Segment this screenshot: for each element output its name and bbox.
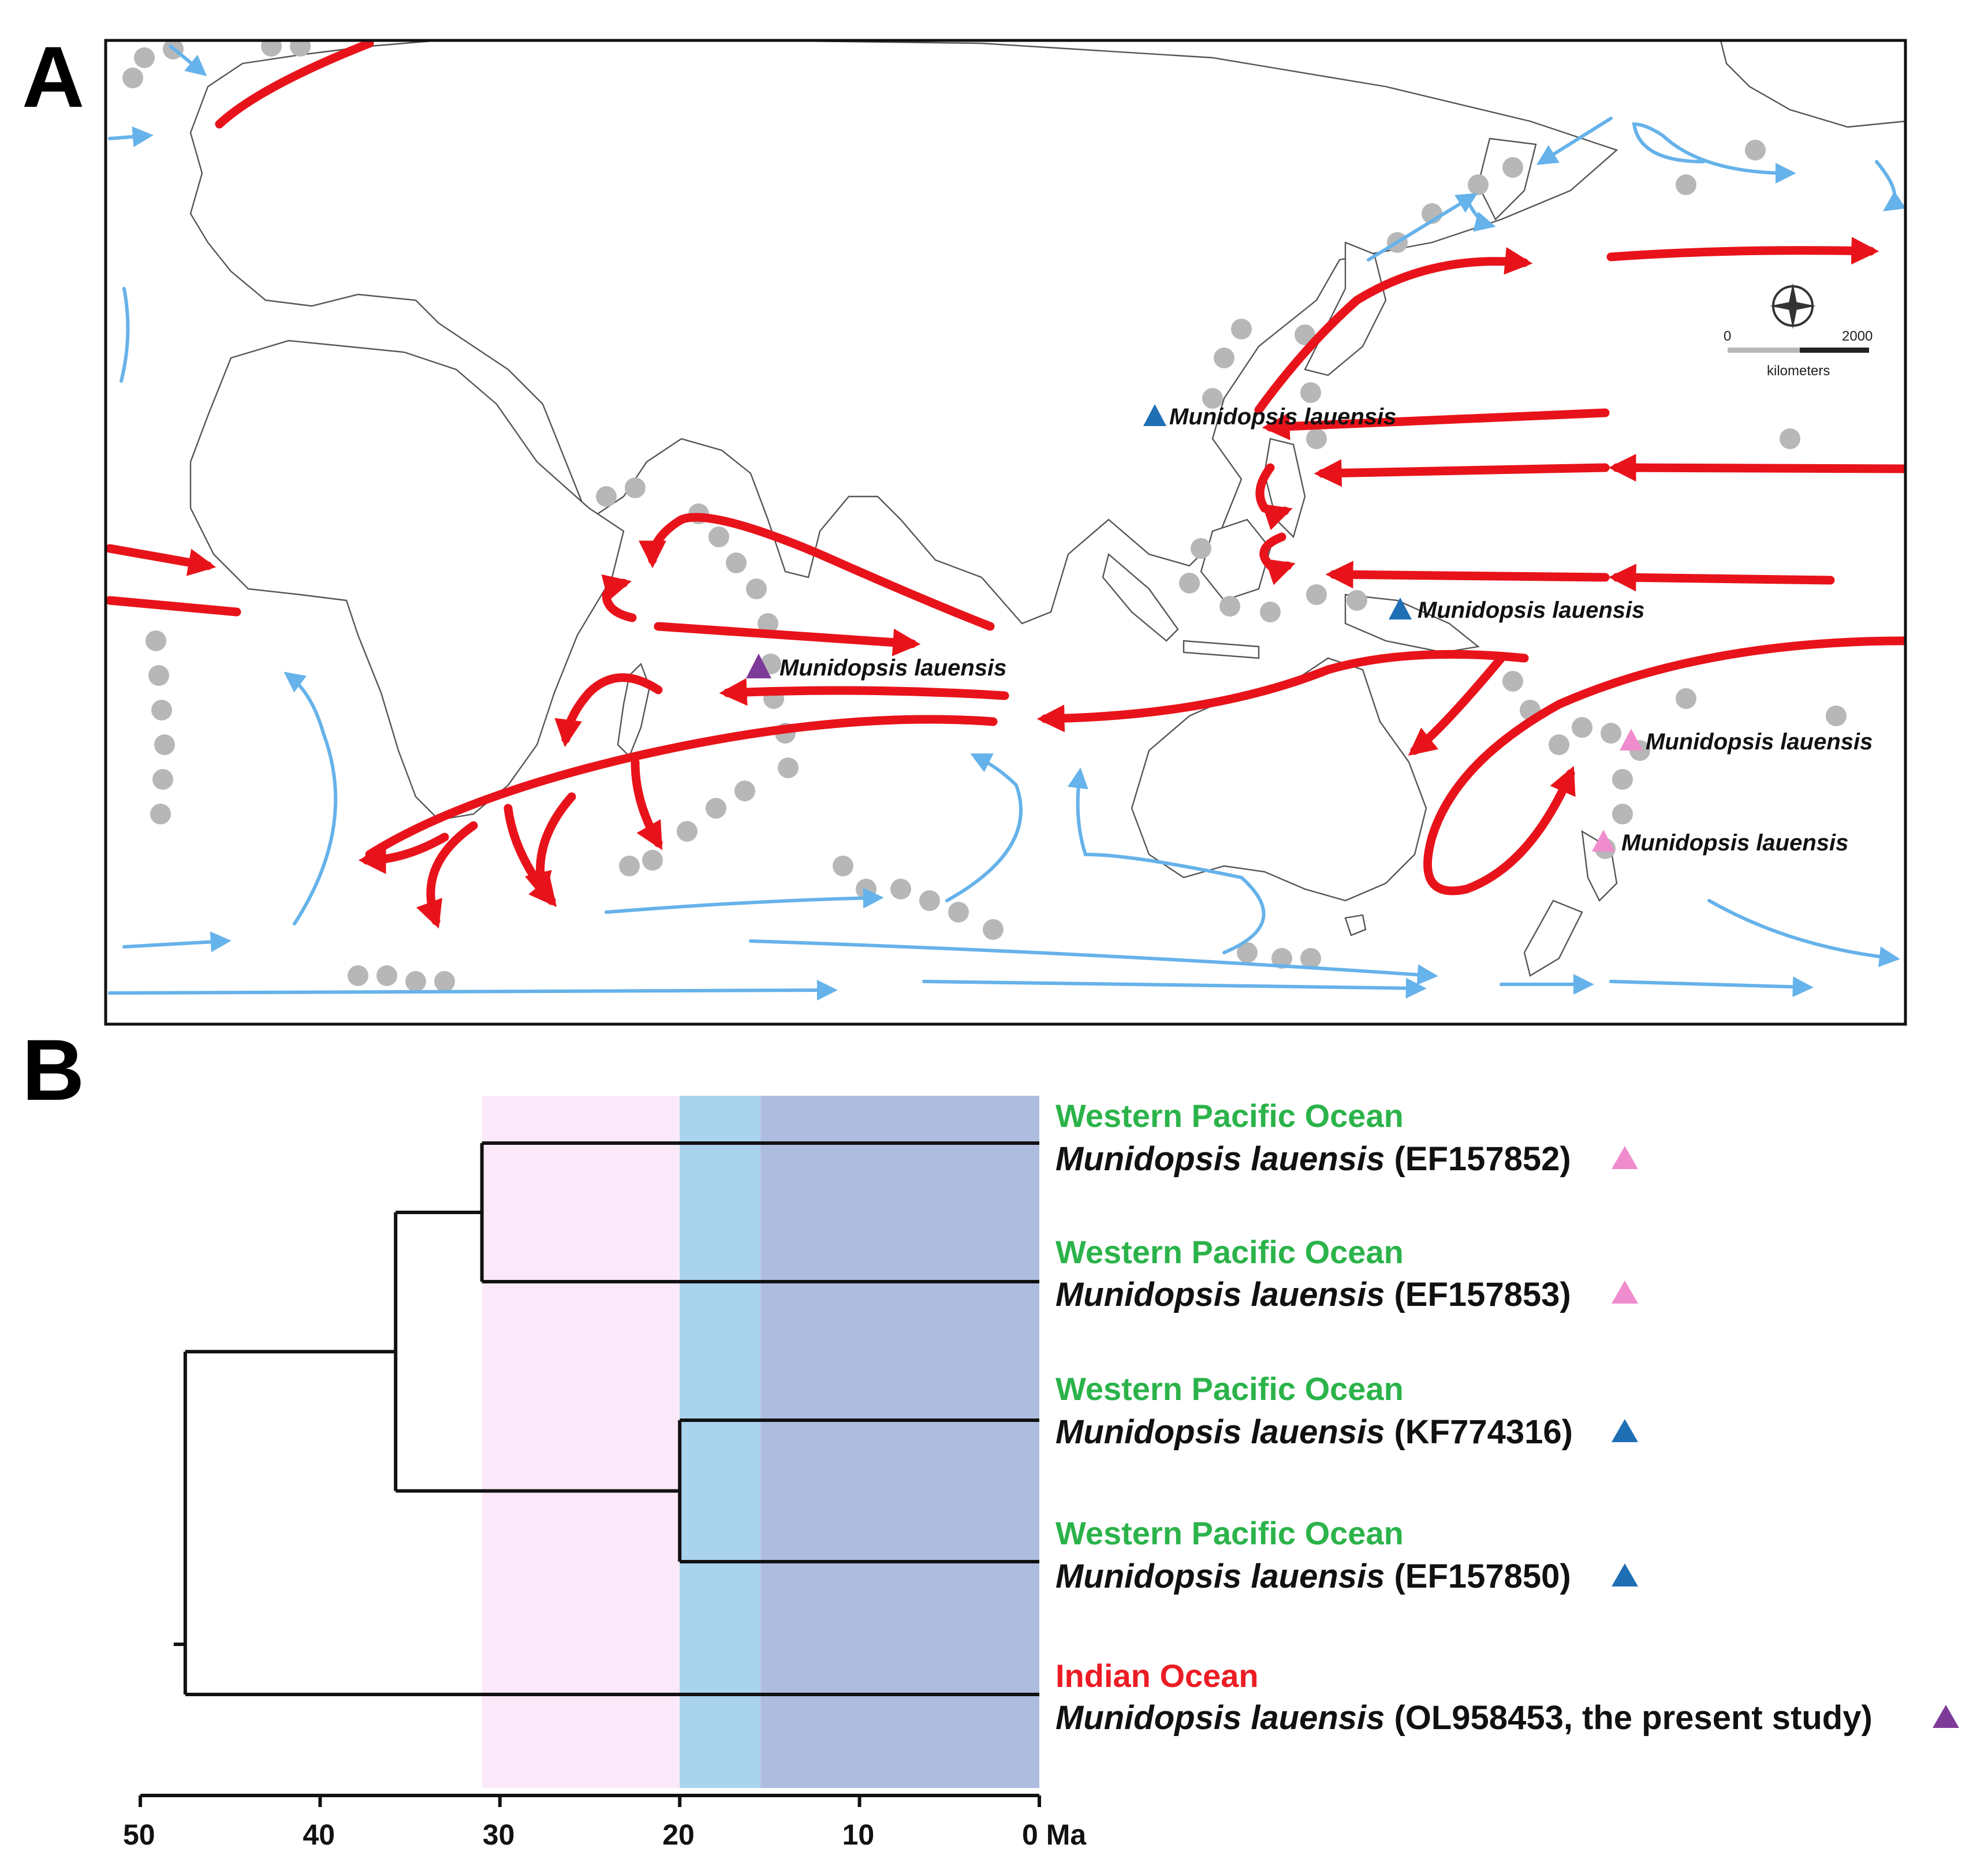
tip-marker-triangle <box>1612 1419 1638 1442</box>
axis-tick-label: 10 <box>842 1819 875 1851</box>
locality-triangle <box>1143 404 1166 426</box>
tip-accession: (EF157853) <box>1394 1276 1571 1313</box>
locality-markers: Munidopsis lauensis Munidopsis lauensis … <box>746 404 1873 856</box>
europe-asia-landmass <box>189 40 1618 625</box>
scale-bar-unit: kilometers <box>1767 363 1830 379</box>
tip-marker-triangle <box>1612 1563 1638 1586</box>
locality-kermadec-south: Munidopsis lauensis <box>1592 830 1848 856</box>
locality-triangle <box>1389 598 1412 619</box>
compass-rose-icon <box>1770 283 1816 329</box>
locality-east-china-sea: Munidopsis lauensis <box>1143 404 1396 430</box>
locality-label: Munidopsis lauensis <box>1418 598 1644 623</box>
tip-marker-triangle <box>1933 1705 1959 1728</box>
tip-species: Munidopsis lauensis <box>1055 1558 1385 1595</box>
tip-ocean-label: Western Pacific Ocean <box>1055 1371 1404 1407</box>
tree-tips: Western Pacific Ocean Munidopsis lauensi… <box>1055 1097 1959 1737</box>
axis-tick-label: 40 <box>303 1819 335 1851</box>
tip-accession: (KF774316) <box>1394 1413 1572 1451</box>
tip-ocean-label: Western Pacific Ocean <box>1055 1515 1404 1551</box>
time-bands <box>482 1096 1039 1788</box>
scale-bar: 0 2000 kilometers <box>1724 328 1873 379</box>
tip-species: Munidopsis lauensis <box>1055 1276 1385 1313</box>
map-frame <box>104 39 1907 1026</box>
cold-currents <box>108 44 1905 1001</box>
panel-a-label: A <box>22 28 84 125</box>
locality-triangle <box>1620 729 1643 751</box>
locality-indian-ocean: Munidopsis lauensis <box>746 654 1006 681</box>
tip-accession: (EF157852) <box>1394 1140 1571 1178</box>
axis-tick-label: 0 Ma <box>1022 1819 1087 1851</box>
tip-accession: (OL958453, the present study) <box>1394 1699 1872 1737</box>
locality-triangle <box>1592 830 1615 852</box>
tip-ef157852: Western Pacific Ocean Munidopsis lauensi… <box>1055 1097 1638 1178</box>
locality-new-guinea: Munidopsis lauensis <box>1389 598 1644 623</box>
tip-taxon-label: Munidopsis lauensis (EF157853) <box>1055 1276 1571 1313</box>
tip-taxon-label: Munidopsis lauensis (EF157852) <box>1055 1140 1571 1178</box>
current-map: 0 2000 kilometers Munidopsis lauensis Mu… <box>106 40 1905 1024</box>
tip-kf774316: Western Pacific Ocean Munidopsis lauensi… <box>1055 1371 1638 1451</box>
tip-accession: (EF157850) <box>1394 1558 1571 1595</box>
tip-ol958453: Indian Ocean Munidopsis lauensis (OL95845… <box>1055 1658 1959 1737</box>
tip-species: Munidopsis lauensis <box>1055 1699 1385 1737</box>
tip-ef157853: Western Pacific Ocean Munidopsis lauensi… <box>1055 1234 1638 1313</box>
sumatra-landmass <box>1102 553 1179 642</box>
landmasses <box>189 40 1905 977</box>
axis-tick-label: 20 <box>662 1819 695 1851</box>
time-axis: 50 40 30 20 10 0 Ma <box>123 1794 1087 1851</box>
scale-bar-max: 2000 <box>1842 328 1873 344</box>
new-guinea-landmass <box>1344 593 1480 654</box>
tip-ocean-label: Western Pacific Ocean <box>1055 1234 1404 1270</box>
axis-tick-label: 30 <box>483 1819 515 1851</box>
locality-label: Munidopsis lauensis <box>1646 729 1873 755</box>
panel-b-label: B <box>22 1021 84 1118</box>
tip-taxon-label: Munidopsis lauensis (EF157850) <box>1055 1558 1571 1595</box>
tip-taxon-label: Munidopsis lauensis (KF774316) <box>1055 1413 1573 1451</box>
locality-kermadec-north: Munidopsis lauensis <box>1620 729 1873 755</box>
scale-bar-zero: 0 <box>1724 328 1731 344</box>
locality-label: Munidopsis lauensis <box>1621 830 1848 856</box>
tip-species: Munidopsis lauensis <box>1055 1140 1385 1178</box>
java-landmass <box>1183 640 1260 659</box>
tip-species: Munidopsis lauensis <box>1055 1413 1385 1451</box>
locality-label: Munidopsis lauensis <box>779 655 1006 681</box>
warm-currents <box>106 40 1905 929</box>
locality-label: Munidopsis lauensis <box>1169 404 1396 430</box>
axis-tick-label: 50 <box>123 1819 155 1851</box>
locality-triangle <box>746 654 771 678</box>
time-band-0 <box>482 1096 680 1788</box>
time-band-2 <box>760 1096 1039 1788</box>
alaska-landmass <box>1720 40 1905 128</box>
borneo-landmass <box>1200 518 1271 602</box>
tip-ocean-label: Indian Ocean <box>1055 1658 1259 1694</box>
tip-ocean-label: Western Pacific Ocean <box>1055 1097 1404 1134</box>
tree-branches <box>173 1141 1039 1696</box>
tip-taxon-label: Munidopsis lauensis (OL958453, the presen… <box>1055 1699 1873 1737</box>
tip-ef157850: Western Pacific Ocean Munidopsis lauensi… <box>1055 1515 1638 1595</box>
tip-marker-triangle <box>1612 1146 1638 1169</box>
tasmania-landmass <box>1344 914 1367 936</box>
new-zealand-south-landmass <box>1523 899 1583 977</box>
time-band-1 <box>680 1096 761 1788</box>
madagascar-landmass <box>617 662 651 758</box>
tip-marker-triangle <box>1612 1281 1638 1304</box>
